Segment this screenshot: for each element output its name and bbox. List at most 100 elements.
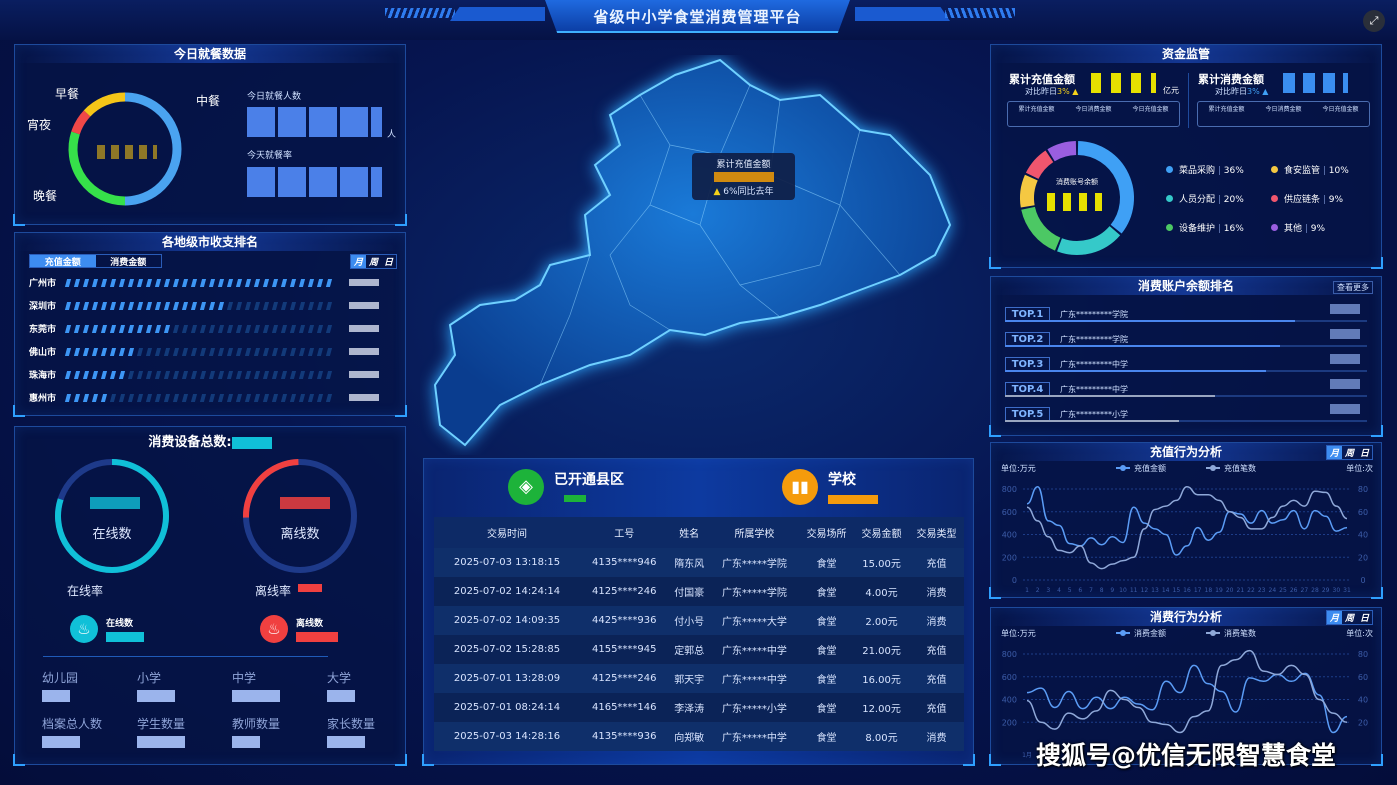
map-tooltip-change: ▲ 6%同比去年 (692, 184, 795, 197)
bar-segment (127, 324, 135, 333)
table-row[interactable]: 2025-07-01 08:24:14 4165****146 李泽涛 广东*****… (434, 693, 964, 722)
column-header[interactable]: 所属学校 (709, 517, 800, 548)
recharge-line-chart: 单位:万元 单位:次 充值金额 充值笔数 0 0 200 20 400 40 600 60 800 80 1… (1001, 463, 1373, 594)
table-cell: 广东*****小学 (709, 693, 800, 722)
balance-row[interactable]: TOP.1 广东*********学院 (1005, 302, 1370, 326)
city-progress-bar (64, 278, 333, 287)
column-header[interactable]: 交易类型 (909, 517, 964, 548)
bar-segment (127, 278, 135, 287)
y-tick-left: 800 (1002, 650, 1017, 659)
table-row[interactable]: 2025-07-03 14:28:16 4135****936 向郑敏 广东*****… (434, 722, 964, 751)
balance-value-redacted (1330, 329, 1360, 339)
recharge-pct: 3% (1057, 87, 1070, 96)
tab-consume[interactable]: 消费金额 (110, 258, 147, 268)
period-month[interactable]: 月 (351, 255, 367, 268)
bar-segment (289, 393, 297, 402)
bar-segment (109, 278, 117, 287)
table-cell: 15.00元 (854, 548, 909, 577)
bar-segment (136, 301, 144, 310)
x-tick: 4 (1057, 587, 1061, 594)
consume-line-chart: 单位:万元 单位:次 消费金额 消费笔数 200 20 400 40 600 60 800 80 1月 (1001, 628, 1373, 759)
bar-segment (298, 278, 306, 287)
fullscreen-icon[interactable]: ⤢ (1363, 10, 1385, 32)
table-row[interactable]: 2025-07-01 13:28:09 4125****246 郭天宇 广东*****… (434, 664, 964, 693)
table-cell: 付小号 (668, 606, 710, 635)
bar-segment (316, 301, 324, 310)
period-week[interactable]: 周 (369, 258, 379, 268)
bar-segment (208, 301, 216, 310)
bar-segment (262, 347, 270, 356)
recharge-change: 对比昨日3% ▲ (1025, 86, 1078, 97)
bar-segment (100, 324, 108, 333)
column-header[interactable]: 交易场所 (799, 517, 855, 548)
period-month[interactable]: 月 (1326, 446, 1342, 459)
y-tick-right: 40 (1358, 696, 1368, 705)
up-triangle-icon: ▲ (1069, 87, 1079, 96)
period-day[interactable]: 日 (384, 258, 394, 268)
legend-marker (1210, 465, 1216, 471)
column-header[interactable]: 交易金额 (854, 517, 909, 548)
bar-segment (199, 278, 207, 287)
period-day[interactable]: 日 (1359, 614, 1369, 624)
guangdong-map[interactable] (420, 55, 980, 455)
bar-segment (289, 301, 297, 310)
meal-label-dinner: 晚餐 (33, 189, 58, 203)
bar-segment (64, 278, 72, 287)
column-header[interactable]: 姓名 (668, 517, 710, 548)
table-row[interactable]: 2025-07-02 14:09:35 4425****936 付小号 广东*****… (434, 606, 964, 635)
bar-segment (217, 370, 225, 379)
map-region-shape[interactable] (433, 58, 952, 447)
period-week[interactable]: 周 (1344, 449, 1354, 459)
layers-icon: ◈ (508, 469, 544, 505)
y-tick-left: 400 (1002, 696, 1017, 705)
table-cell: 充值 (909, 548, 964, 577)
legend-item: 其他 | 9% (1271, 221, 1376, 234)
bar-segment (136, 278, 144, 287)
x-tick: 5 (1068, 587, 1072, 594)
tab-recharge[interactable]: 充值金额 (30, 255, 96, 268)
city-ranking-panel: 各地级市收支排名 充值金额 消费金额 月 周 日 广州市 深圳市 东莞市 佛山市 珠海市… (13, 232, 407, 417)
ranking-period-tabs: 月 周 日 (350, 254, 398, 269)
bar-segment (253, 347, 261, 356)
balance-value-redacted (1330, 404, 1360, 414)
online-stat-redacted (106, 632, 144, 642)
balance-row[interactable]: TOP.5 广东*********小学 (1005, 402, 1370, 426)
city-progress-bar (64, 347, 333, 356)
x-tick: 31 (1343, 587, 1351, 594)
column-header[interactable]: 工号 (579, 517, 669, 548)
bar-segment (73, 393, 81, 402)
table-cell: 郭天宇 (668, 664, 710, 693)
table-row[interactable]: 2025-07-03 13:18:15 4135****946 隋东风 广东*****… (434, 548, 964, 577)
y-tick-left: 200 (1002, 553, 1017, 562)
column-header[interactable]: 交易时间 (434, 517, 580, 548)
legend-pct: 9% (1328, 195, 1344, 205)
table-cell: 4.00元 (854, 577, 909, 606)
period-month[interactable]: 月 (1326, 611, 1342, 624)
table-cell: 付国豪 (668, 577, 710, 606)
balance-bar-track (1005, 370, 1367, 372)
period-day[interactable]: 日 (1359, 449, 1369, 459)
y-tick-left: 600 (1002, 508, 1017, 517)
balance-row[interactable]: TOP.2 广东*********学院 (1005, 327, 1370, 351)
table-row[interactable]: 2025-07-02 15:28:85 4155****945 定郭总 广东*****… (434, 635, 964, 664)
bar-segment (109, 393, 117, 402)
bar-segment (181, 324, 189, 333)
legend-dot (1166, 224, 1173, 231)
bar-segment (127, 347, 135, 356)
bar-segment (181, 393, 189, 402)
table-cell: 2025-07-03 14:28:16 (434, 722, 580, 751)
balance-row[interactable]: TOP.3 广东*********中学 (1005, 352, 1370, 376)
device-stat-value-redacted (232, 690, 280, 702)
bar-segment (190, 370, 198, 379)
view-more-button[interactable]: 查看更多 (1333, 281, 1373, 294)
bar-segment (271, 347, 279, 356)
bar-segment (316, 347, 324, 356)
table-cell: 食堂 (799, 635, 855, 664)
table-cell: 充值 (909, 693, 964, 722)
period-week[interactable]: 周 (1344, 614, 1354, 624)
table-row[interactable]: 2025-07-02 14:24:14 4125****246 付国豪 广东*****… (434, 577, 964, 606)
bar-segment (289, 370, 297, 379)
bar-segment (136, 370, 144, 379)
balance-row[interactable]: TOP.4 广东*********中学 (1005, 377, 1370, 401)
city-rank-row: 广州市 (29, 276, 380, 289)
